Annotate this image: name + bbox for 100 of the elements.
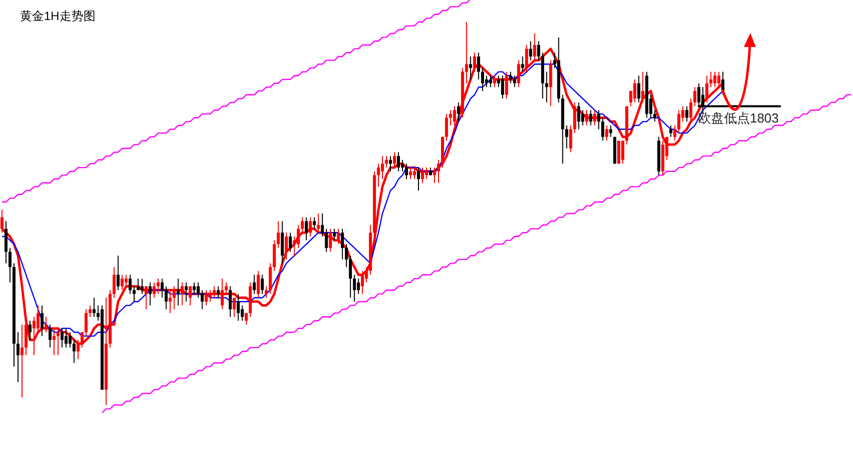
candlestick	[549, 60, 552, 107]
candlestick	[52, 328, 56, 356]
candlestick	[669, 124, 672, 138]
candlestick	[332, 228, 336, 241]
candlestick	[360, 270, 364, 294]
candlestick	[304, 216, 308, 241]
candlestick	[445, 113, 448, 142]
candlestick	[364, 266, 368, 283]
candlestick	[120, 274, 124, 291]
candlestick	[352, 274, 356, 302]
candlestick	[465, 22, 468, 84]
candlestick	[16, 332, 20, 383]
candlestick	[184, 282, 188, 302]
candlestick	[525, 44, 528, 72]
candlestick	[240, 304, 244, 322]
candlestick	[124, 274, 128, 287]
candlestick	[296, 224, 300, 248]
candlestick	[581, 110, 584, 126]
ref-line-label: 欧盘低点1803	[698, 110, 779, 126]
candlestick	[392, 152, 396, 168]
candlestick	[685, 106, 688, 122]
candlestick	[585, 110, 588, 126]
candlestick	[677, 110, 680, 134]
candlestick	[112, 266, 116, 298]
candlestick	[192, 282, 196, 294]
candlestick	[533, 32, 536, 61]
candlestick	[8, 247, 12, 283]
candlestick	[276, 220, 280, 248]
candlestick	[4, 220, 8, 264]
candlestick	[437, 159, 440, 184]
candlestick	[641, 71, 644, 103]
candlestick	[705, 75, 708, 103]
candlestick	[420, 167, 424, 184]
candlestick	[44, 316, 48, 333]
candlestick	[156, 278, 160, 294]
candlestick	[469, 56, 472, 80]
candlestick	[617, 140, 620, 164]
candlestick	[449, 110, 452, 126]
candlestick	[593, 110, 596, 126]
candlestick	[653, 110, 656, 122]
candlestick	[48, 324, 52, 348]
candlestick	[380, 156, 384, 180]
candlestick	[597, 110, 600, 130]
candlestick	[509, 71, 512, 84]
candlestick	[228, 286, 232, 318]
candlestick	[569, 124, 572, 153]
candlestick	[268, 262, 272, 294]
candlestick	[204, 290, 208, 306]
candlestick	[384, 156, 388, 168]
candlestick	[220, 278, 224, 310]
candlestick	[400, 159, 404, 172]
candlestick	[80, 332, 84, 348]
candlestick	[256, 270, 260, 298]
candlestick	[425, 167, 428, 180]
candlestick	[621, 140, 624, 164]
candlestick	[477, 52, 480, 80]
candlestick	[521, 56, 524, 72]
candlestick	[473, 52, 476, 72]
candlestick	[340, 228, 344, 260]
candlestick	[20, 324, 24, 398]
candlestick	[348, 255, 352, 298]
candlestick	[224, 282, 228, 294]
candlestick	[328, 228, 332, 252]
candlestick	[545, 71, 548, 103]
candlestick	[412, 167, 416, 180]
candlestick	[168, 290, 172, 314]
candlestick	[693, 86, 696, 107]
candlestick	[633, 78, 636, 103]
candlestick	[689, 98, 692, 122]
candlestick	[68, 332, 72, 348]
candlestick	[132, 286, 136, 302]
candlestick	[404, 163, 408, 180]
candlestick	[308, 216, 312, 237]
candlestick	[148, 282, 152, 306]
candlestick	[84, 308, 88, 337]
candlestick	[92, 297, 96, 318]
candlestick	[577, 102, 580, 130]
candlestick	[601, 117, 604, 142]
candlestick	[232, 297, 236, 318]
candlestick	[529, 40, 532, 61]
candlestick	[344, 244, 348, 268]
candlestick	[28, 320, 32, 340]
candlestick	[609, 124, 612, 138]
candlestick	[116, 255, 120, 291]
candlestick	[312, 216, 316, 230]
candlestick	[272, 240, 276, 272]
candlestick	[453, 106, 456, 126]
candlestick	[565, 124, 568, 149]
candlestick	[32, 316, 36, 356]
chart-title: 黄金1H走势图	[20, 9, 96, 23]
candlestick	[485, 75, 488, 88]
candlestick	[208, 290, 212, 302]
candlestick	[713, 71, 716, 88]
candlestick	[336, 228, 340, 245]
candlestick	[200, 290, 204, 310]
candlestick	[152, 282, 156, 298]
candlestick	[589, 110, 592, 126]
candlestick	[0, 209, 4, 234]
candlestick	[517, 60, 520, 88]
candlestick	[288, 232, 292, 252]
